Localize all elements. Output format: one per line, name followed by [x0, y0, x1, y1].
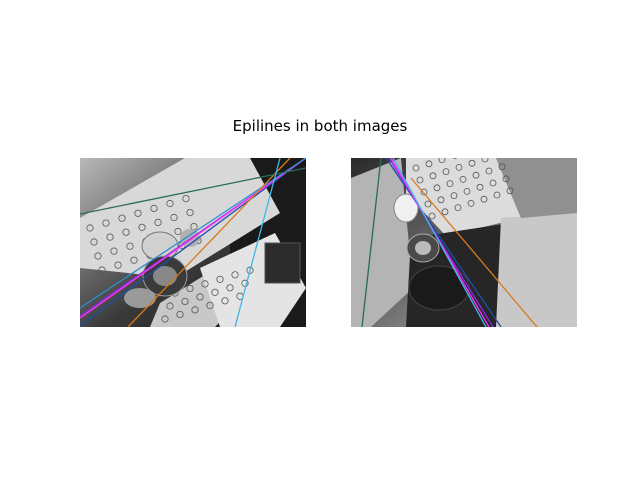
- calibration-circle: [481, 158, 489, 163]
- calibration-circle: [176, 310, 184, 319]
- calibration-circle: [463, 188, 471, 195]
- right-image-epiline-6: [361, 158, 382, 327]
- calibration-circle: [122, 228, 130, 236]
- calibration-circle: [154, 218, 162, 227]
- calibration-circle: [441, 208, 449, 216]
- calibration-circle: [241, 279, 249, 287]
- calibration-circle: [166, 302, 174, 310]
- calibration-circle: [138, 223, 146, 231]
- calibration-circle: [472, 171, 480, 179]
- calibration-circle: [196, 293, 204, 301]
- calibration-circle: [485, 167, 493, 175]
- calibration-circle: [86, 224, 94, 232]
- calibration-circle: [106, 233, 114, 241]
- calibration-circle: [206, 301, 214, 309]
- left-image-epiline-4: [80, 158, 306, 309]
- calibration-circle: [428, 212, 436, 220]
- left-monitor-shape: [264, 242, 301, 284]
- calibration-circle: [480, 195, 488, 203]
- calibration-circle: [429, 172, 437, 180]
- calibration-circle: [186, 284, 194, 293]
- calibration-circle: [420, 188, 428, 196]
- calibration-circle: [498, 163, 506, 171]
- right-image-epiline-1: [385, 158, 502, 327]
- left-epilines: [80, 158, 306, 327]
- calibration-circle: [468, 159, 476, 167]
- calibration-circle: [211, 288, 219, 296]
- calibration-circle: [181, 297, 189, 306]
- calibration-circle: [231, 271, 239, 279]
- right-top-right-panel: [496, 158, 577, 218]
- calibration-circle: [450, 192, 458, 199]
- left-image-epiline-7: [234, 158, 281, 327]
- calibration-circle: [506, 187, 514, 195]
- calibration-circle: [110, 247, 118, 255]
- calibration-circle: [454, 204, 462, 211]
- calibration-circle: [489, 179, 497, 187]
- calibration-circle: [424, 200, 432, 208]
- left-calibration-circles: [86, 194, 254, 323]
- left-calibration-board-top: [80, 158, 280, 278]
- calibration-circle: [170, 213, 178, 222]
- right-image-epiline-5: [410, 177, 538, 327]
- calibration-circle: [459, 175, 467, 183]
- left-image-epiline-3: [80, 158, 306, 319]
- calibration-circle: [226, 284, 234, 292]
- right-object: [393, 193, 470, 311]
- calibration-circle: [412, 164, 420, 172]
- left-image-epiline-6: [80, 167, 306, 215]
- calibration-circle: [502, 175, 510, 183]
- right-calibration-circles: [412, 158, 514, 220]
- calibration-circle: [126, 242, 134, 250]
- calibration-circle: [174, 227, 182, 236]
- calibration-circle: [150, 204, 158, 213]
- calibration-circle: [246, 266, 254, 274]
- calibration-circle: [130, 256, 138, 264]
- right-epilines: [361, 158, 538, 327]
- left-image-epiline-1: [80, 158, 306, 327]
- calibration-circle: [416, 176, 424, 184]
- right-image-canvas: [351, 158, 577, 327]
- calibration-circle: [98, 266, 106, 274]
- calibration-circle: [442, 168, 450, 176]
- calibration-circle: [114, 261, 122, 269]
- calibration-circle: [425, 160, 433, 168]
- calibration-circle: [433, 184, 441, 192]
- left-image-canvas: [80, 158, 306, 327]
- calibration-circle: [437, 196, 445, 204]
- figure-title: Epilines in both images: [232, 117, 408, 135]
- calibration-circle: [446, 180, 454, 188]
- calibration-circle: [191, 306, 199, 314]
- calibration-circle: [134, 209, 142, 217]
- right-image-epiline-4: [392, 158, 487, 327]
- calibration-circle: [182, 194, 190, 203]
- calibration-circle: [438, 158, 446, 163]
- left-image-panel: [80, 158, 306, 327]
- calibration-circle: [102, 219, 110, 227]
- left-image-epiline-5: [127, 158, 291, 327]
- calibration-circle: [493, 191, 501, 199]
- right-image-epiline-2: [388, 158, 494, 327]
- right-image-panel: [351, 158, 577, 327]
- calibration-circle: [161, 315, 169, 323]
- calibration-circle: [118, 214, 126, 222]
- calibration-circle: [201, 280, 209, 288]
- calibration-circle: [221, 297, 229, 305]
- calibration-circle: [467, 200, 475, 207]
- calibration-circle: [166, 199, 174, 208]
- calibration-circle: [476, 183, 484, 191]
- calibration-circle: [186, 208, 194, 217]
- calibration-circle: [94, 252, 102, 260]
- right-light-panel: [496, 213, 577, 327]
- calibration-circle: [90, 238, 98, 246]
- calibration-circle: [455, 163, 463, 171]
- calibration-circle: [216, 275, 224, 283]
